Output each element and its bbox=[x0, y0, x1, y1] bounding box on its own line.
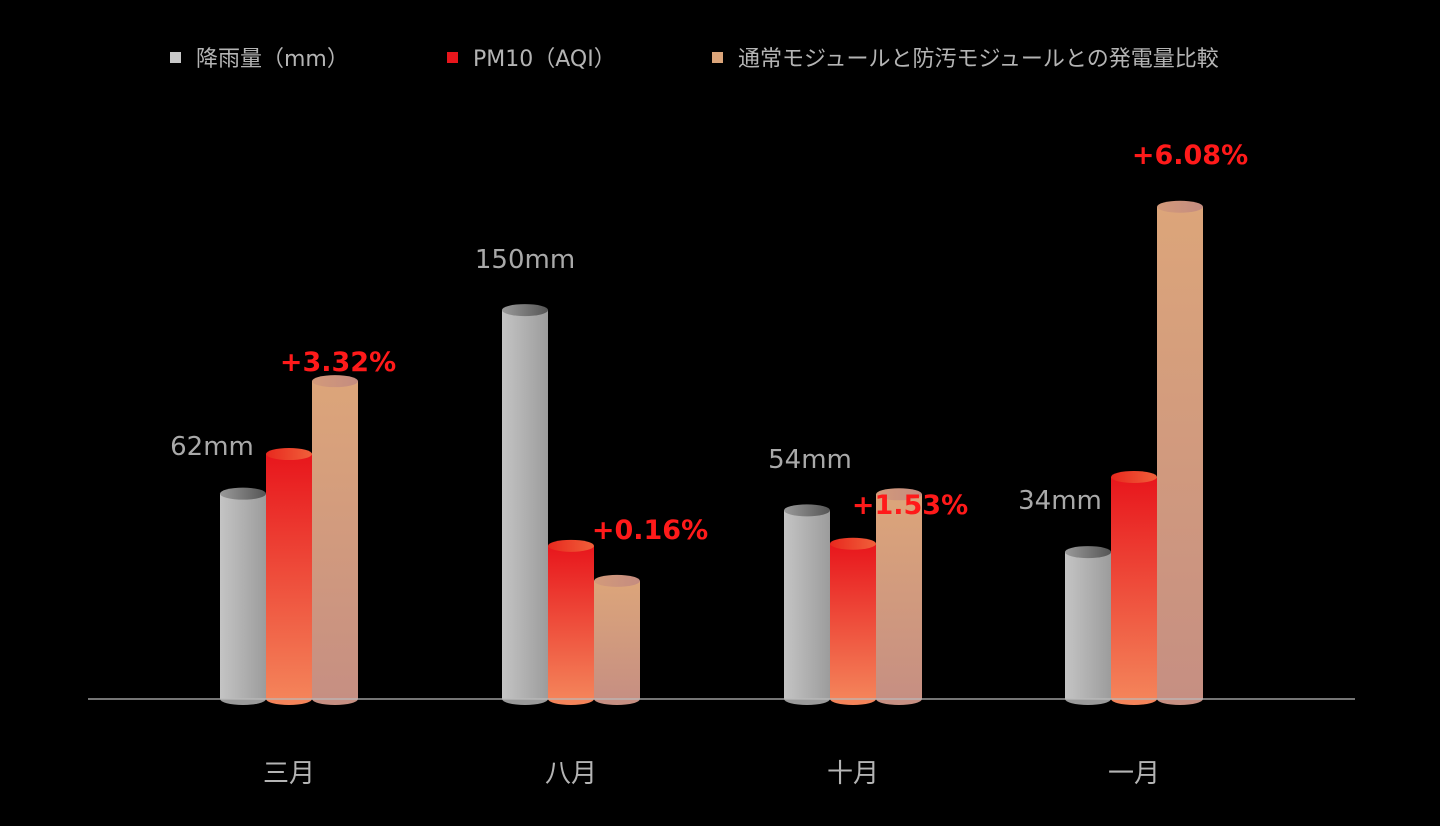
bar-2-2 bbox=[876, 488, 922, 705]
bar-2-1 bbox=[594, 574, 640, 705]
category-label-1: 八月 bbox=[545, 759, 597, 789]
bar-cap bbox=[220, 487, 266, 500]
bar-cap bbox=[1065, 546, 1111, 559]
rain-label-2: 54mm bbox=[768, 445, 852, 475]
legend-swatch-0 bbox=[170, 52, 181, 63]
category-label-0: 三月 bbox=[263, 759, 315, 789]
category-label-3: 一月 bbox=[1108, 759, 1160, 789]
category-label-2: 十月 bbox=[827, 759, 879, 789]
rain-label-3: 34mm bbox=[1018, 486, 1102, 516]
bar-0-3 bbox=[1065, 546, 1111, 705]
bar-0-1 bbox=[502, 304, 548, 705]
bar-cap bbox=[784, 504, 830, 517]
percent-label-2: +1.53% bbox=[852, 490, 968, 521]
legend-label-0: 降雨量（mm） bbox=[196, 47, 349, 72]
bar-0-0 bbox=[220, 487, 266, 705]
legend-label-2: 通常モジュールと防汚モジュールとの発電量比較 bbox=[738, 47, 1219, 72]
bar-1-3 bbox=[1111, 470, 1157, 705]
bar-cap bbox=[594, 574, 640, 587]
bars bbox=[220, 200, 1203, 705]
legend-swatch-1 bbox=[447, 52, 458, 63]
bar-1-1 bbox=[548, 539, 594, 705]
bar-2-3 bbox=[1157, 200, 1203, 705]
bar-cap bbox=[830, 537, 876, 550]
percent-label-3: +6.08% bbox=[1132, 140, 1248, 171]
bar-cap bbox=[1157, 200, 1203, 213]
legend-label-1: PM10（AQI） bbox=[473, 47, 616, 72]
bar-cap bbox=[502, 304, 548, 317]
bar-cap bbox=[312, 375, 358, 388]
bar-cap bbox=[266, 448, 312, 461]
bar-1-2 bbox=[830, 537, 876, 705]
bar-cap bbox=[876, 488, 922, 501]
bar-cap bbox=[1111, 470, 1157, 483]
bar-cap bbox=[548, 539, 594, 552]
percent-label-0: +3.32% bbox=[280, 347, 396, 378]
percent-label-1: +0.16% bbox=[592, 515, 708, 546]
bar-2-0 bbox=[312, 375, 358, 705]
legend-swatch-2 bbox=[712, 52, 723, 63]
rain-label-1: 150mm bbox=[475, 245, 575, 275]
bar-0-2 bbox=[784, 504, 830, 705]
labels: 三月 八月 十月 一月 62mm 150mm 54mm 34mm +3.32% +0.16% +1.… bbox=[170, 140, 1248, 789]
rain-label-0: 62mm bbox=[170, 432, 254, 462]
legend: 降雨量（mm） PM10（AQI） 通常モジュールと防汚モジュールとの発電量比較 bbox=[170, 47, 1219, 72]
bar-1-0 bbox=[266, 448, 312, 705]
